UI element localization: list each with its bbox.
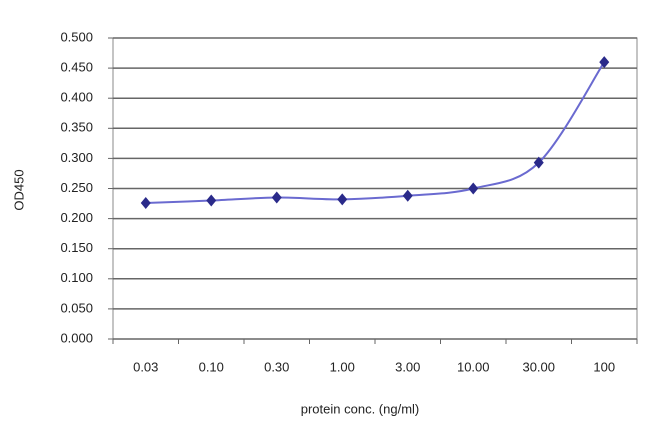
data-point	[533, 156, 544, 169]
y-tick-label: 0.350	[60, 120, 93, 135]
y-tick-label: 0.100	[60, 270, 93, 285]
y-tick-label: 0.150	[60, 240, 93, 255]
data-point	[402, 189, 413, 202]
y-tick-label: 0.400	[60, 90, 93, 105]
x-tick-label: 30.00	[522, 359, 555, 374]
y-axis-title: OD450	[11, 169, 26, 210]
y-tick-label: 0.450	[60, 60, 93, 75]
y-tick-label: 0.500	[60, 29, 93, 44]
x-axis-title: protein conc. (ng/ml)	[301, 401, 420, 416]
y-tick-label: 0.300	[60, 150, 93, 165]
data-point	[599, 56, 610, 69]
data-point	[140, 196, 151, 209]
data-point	[206, 194, 217, 207]
data-point	[271, 191, 282, 204]
y-tick-label: 0.000	[60, 330, 93, 345]
x-tick-label: 100	[593, 359, 615, 374]
y-tick-label: 0.200	[60, 210, 93, 225]
x-tick-label: 0.30	[264, 359, 289, 374]
x-tick-label: 0.03	[133, 359, 158, 374]
y-tick-label: 0.250	[60, 180, 93, 195]
x-tick-label: 0.10	[199, 359, 224, 374]
data-point	[468, 182, 479, 195]
x-tick-label: 1.00	[330, 359, 355, 374]
y-tick-label: 0.050	[60, 300, 93, 315]
x-tick-label: 10.00	[457, 359, 490, 374]
data-point	[337, 193, 348, 206]
x-tick-label: 3.00	[395, 359, 420, 374]
